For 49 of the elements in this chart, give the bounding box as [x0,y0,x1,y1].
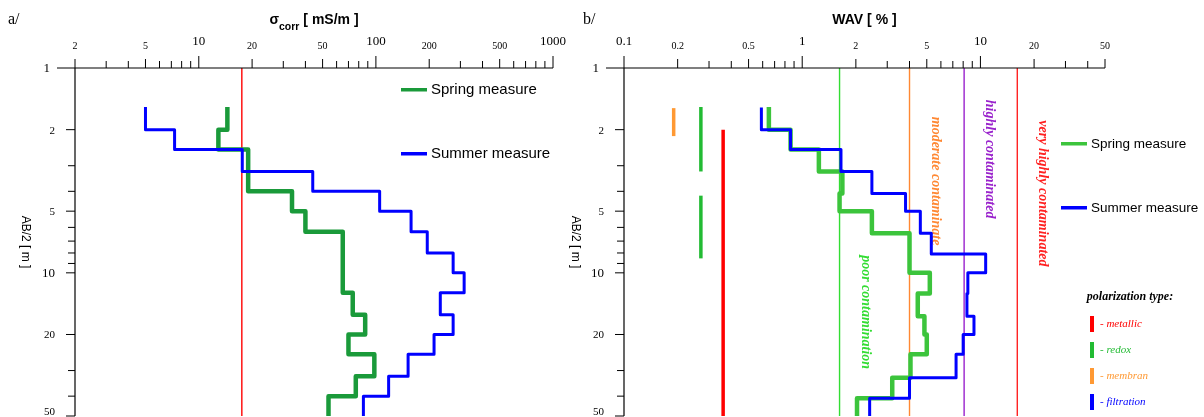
x-tick-label: 50 [1100,40,1110,51]
annotation: very highly contaminated [1036,120,1052,268]
x-tick-label: 0.5 [742,40,755,51]
x-tick-label: 1 [798,33,806,48]
legend-label: - metallic [1100,317,1142,329]
x-axis-title: WAV [ % ] [832,11,897,27]
x-axis-title: σ$_{corr}$ [ mS/m ] [269,11,359,32]
x-tick-label: 10 [973,33,987,48]
y-axis-title: AB/2 [ m ] [569,215,583,269]
legend-label: Summer measure [1091,200,1199,215]
legend-label: - redox [1100,343,1132,355]
y-tick-label: 5 [49,205,56,218]
x-tick-label: 100 [366,33,386,48]
x-tick-label: 2 [72,40,78,51]
legend-title: polarization type: [1085,289,1174,303]
y-tick-label: 1 [43,60,50,75]
y-axis-title: AB/2 [ m ] [19,215,33,269]
chart-title: b/ [583,10,596,27]
legend-label: - membran [1100,369,1149,381]
annotation: poor contamination [858,254,874,370]
x-tick-label: 200 [421,40,437,51]
annotation: highly contaminated [983,99,999,220]
y-tick-label: 20 [44,328,56,341]
x-tick-label: 20 [1029,40,1040,51]
legend-label: Spring measure [1091,136,1187,151]
x-tick-label: 50 [317,40,328,51]
x-tick-label: 5 [924,40,930,51]
y-tick-label: 1 [592,60,599,75]
y-tick-label: 5 [598,205,605,218]
x-tick-label: 1000 [540,33,566,48]
x-tick-label: 20 [247,40,258,51]
x-tick-label: 2 [853,40,859,51]
legend-label: Spring measure [431,80,537,97]
annotation: moderate contaminate [928,116,944,246]
chart-title: a/ [8,10,21,27]
legend-label: - filtration [1100,395,1147,407]
y-tick-label: 50 [44,405,56,417]
x-tick-label: 0.2 [671,40,684,51]
legend-label: Summer measure [431,144,551,161]
x-tick-label: 500 [492,40,508,51]
x-tick-label: 0.1 [615,33,633,48]
x-tick-label: 5 [142,40,148,51]
y-tick-label: 2 [598,123,604,136]
y-tick-label: 10 [42,264,55,280]
y-tick-label: 10 [591,264,604,280]
y-tick-label: 20 [593,328,605,341]
y-tick-label: 50 [593,405,605,417]
y-tick-label: 2 [49,123,55,136]
x-tick-label: 10 [192,33,206,48]
